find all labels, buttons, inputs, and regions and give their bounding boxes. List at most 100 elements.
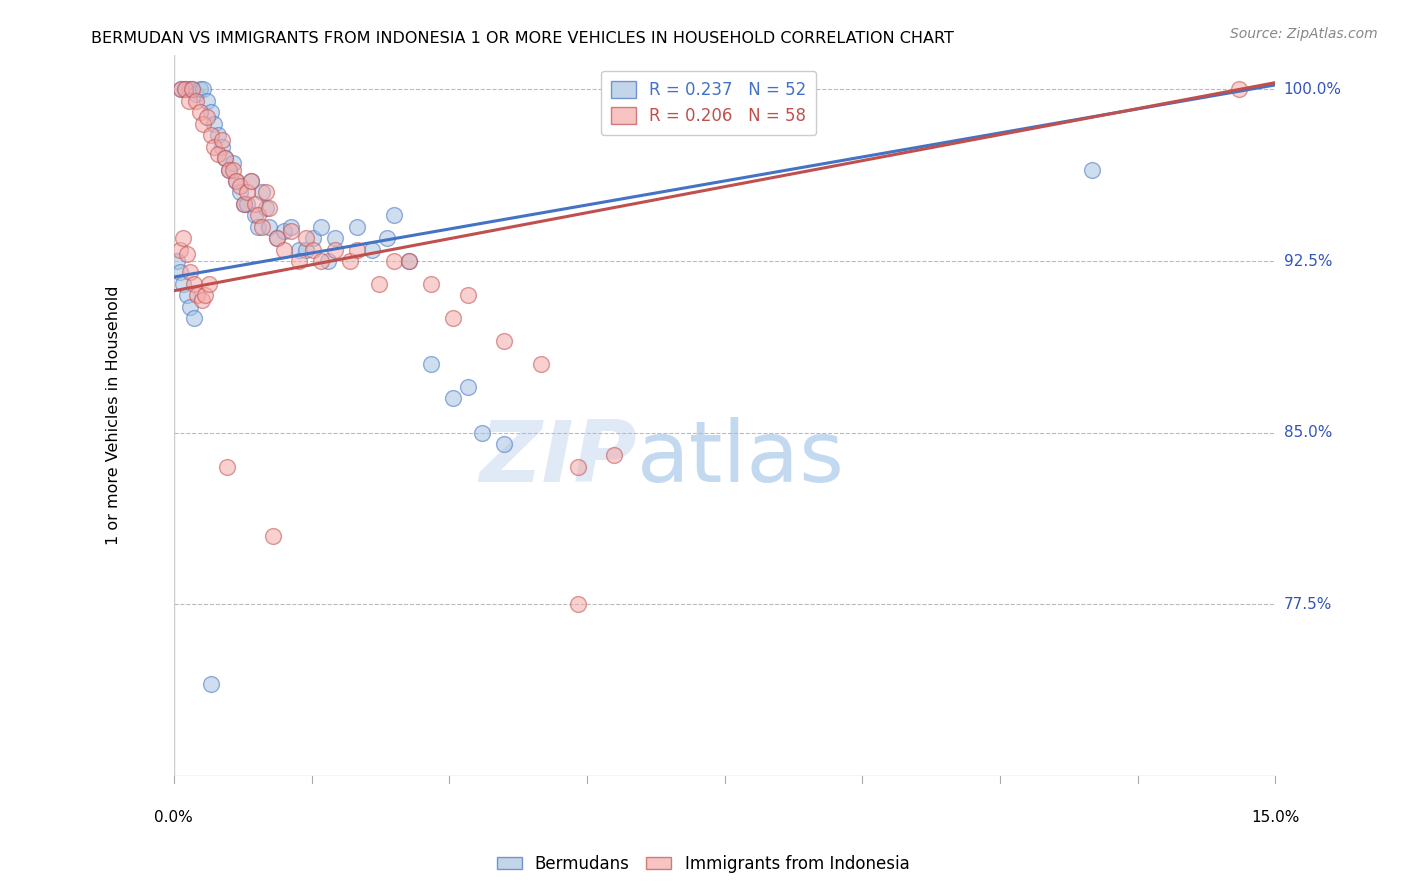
Point [207, 146, 229, 161]
Point [170, 82, 193, 96]
Point [309, 219, 332, 234]
Point [232, 197, 254, 211]
Point [236, 197, 259, 211]
Point [382, 254, 405, 268]
Text: 77.5%: 77.5% [1284, 597, 1331, 612]
Legend: R = 0.237   N = 52, R = 0.206   N = 58: R = 0.237 N = 52, R = 0.206 N = 58 [600, 70, 817, 136]
Point [200, 677, 222, 691]
Point [325, 231, 347, 245]
Point [273, 243, 295, 257]
Point [225, 174, 247, 188]
Point [202, 117, 225, 131]
Point [361, 243, 384, 257]
Text: ZIP: ZIP [479, 417, 637, 500]
Point [259, 219, 281, 234]
Text: 100.0%: 100.0% [1284, 82, 1341, 97]
Point [254, 202, 277, 216]
Point [179, 300, 201, 314]
Point [266, 231, 288, 245]
Point [339, 254, 361, 268]
Point [316, 254, 339, 268]
Point [567, 597, 589, 611]
Point [221, 162, 243, 177]
Point [471, 425, 494, 440]
Point [172, 231, 194, 245]
Point [441, 392, 464, 406]
Point [200, 128, 222, 143]
Point [183, 277, 205, 291]
Text: 85.0%: 85.0% [1284, 425, 1331, 440]
Point [188, 82, 211, 96]
Text: 0.0%: 0.0% [155, 810, 193, 825]
Point [375, 231, 398, 245]
Point [186, 288, 208, 302]
Point [287, 243, 309, 257]
Point [202, 139, 225, 153]
Point [177, 82, 200, 96]
Point [273, 224, 295, 238]
Point [419, 357, 441, 371]
Text: 92.5%: 92.5% [1284, 253, 1333, 268]
Point [250, 219, 273, 234]
Point [232, 197, 254, 211]
Point [295, 243, 318, 257]
Legend: Bermudans, Immigrants from Indonesia: Bermudans, Immigrants from Indonesia [489, 848, 917, 880]
Text: BERMUDAN VS IMMIGRANTS FROM INDONESIA 1 OR MORE VEHICLES IN HOUSEHOLD CORRELATIO: BERMUDAN VS IMMIGRANTS FROM INDONESIA 1 … [91, 31, 955, 46]
Text: 15.0%: 15.0% [1251, 810, 1299, 825]
Point [218, 162, 240, 177]
Point [183, 311, 205, 326]
Point [239, 174, 262, 188]
Point [441, 311, 464, 326]
Point [173, 82, 195, 96]
Point [218, 162, 240, 177]
Point [1227, 82, 1250, 96]
Point [195, 110, 218, 124]
Point [184, 94, 207, 108]
Point [166, 254, 188, 268]
Point [176, 288, 198, 302]
Text: atlas: atlas [637, 417, 845, 500]
Point [266, 231, 288, 245]
Point [214, 151, 236, 165]
Point [280, 224, 302, 238]
Point [457, 288, 479, 302]
Point [229, 178, 252, 193]
Point [309, 254, 332, 268]
Point [177, 94, 200, 108]
Point [211, 139, 233, 153]
Point [229, 186, 252, 200]
Point [190, 293, 212, 307]
Point [280, 219, 302, 234]
Text: Source: ZipAtlas.com: Source: ZipAtlas.com [1230, 27, 1378, 41]
Point [494, 334, 516, 348]
Point [176, 247, 198, 261]
Point [170, 82, 193, 96]
Point [530, 357, 553, 371]
Point [200, 105, 222, 120]
Text: 1 or more Vehicles in Household: 1 or more Vehicles in Household [105, 285, 121, 545]
Point [239, 174, 262, 188]
Point [346, 219, 368, 234]
Point [181, 82, 204, 96]
Point [250, 186, 273, 200]
Point [457, 380, 479, 394]
Point [214, 151, 236, 165]
Point [169, 265, 191, 279]
Point [419, 277, 441, 291]
Point [184, 87, 207, 101]
Point [181, 82, 204, 96]
Point [346, 243, 368, 257]
Point [169, 243, 191, 257]
Point [325, 243, 347, 257]
Point [295, 231, 318, 245]
Point [302, 243, 325, 257]
Point [247, 219, 270, 234]
Point [259, 202, 281, 216]
Point [193, 82, 215, 96]
Point [243, 197, 266, 211]
Point [188, 105, 211, 120]
Point [603, 449, 626, 463]
Point [215, 459, 238, 474]
Point [398, 254, 420, 268]
Point [179, 265, 201, 279]
